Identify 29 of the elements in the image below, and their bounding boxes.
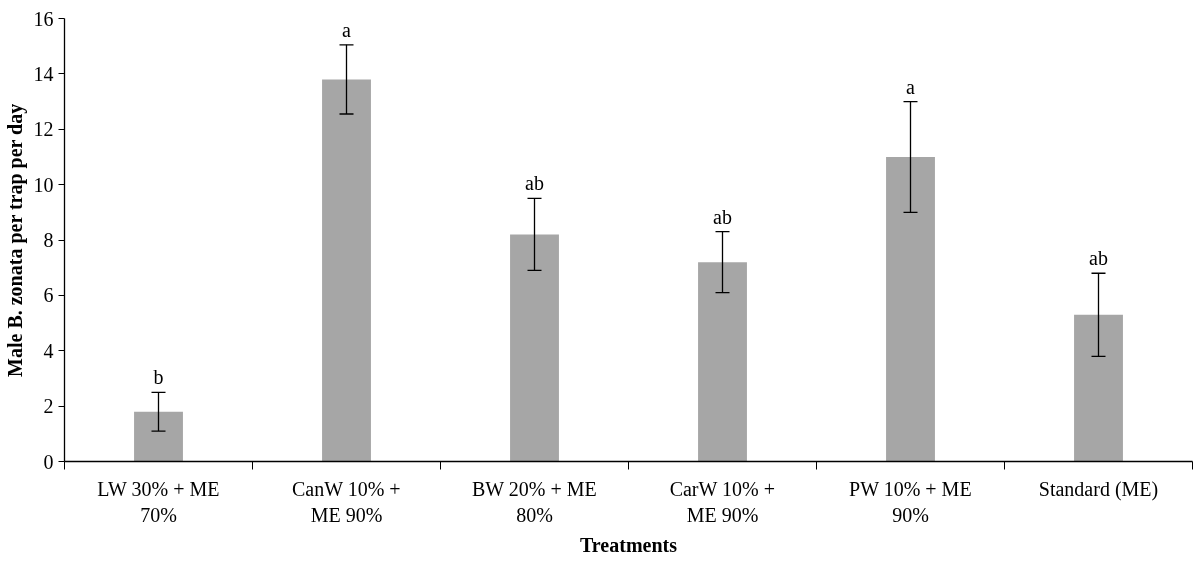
annotation: ab [713,205,732,228]
x-axis-title: Treatments [579,533,678,556]
x-tick-label: PW 10% + ME 90% [849,477,972,526]
bar [1074,314,1123,462]
y-tick-label: 16 [33,7,54,30]
x-tick-label: CarW 10% + ME 90% [669,477,775,526]
annotation: ab [525,172,544,195]
annotation: a [906,75,916,98]
x-tick-label: Standard (ME) [1038,477,1159,501]
bar [134,411,183,462]
y-tick-label: 12 [33,118,54,141]
annotation: a [342,18,352,41]
y-tick-label: 2 [43,395,54,418]
annotation: b [153,366,164,389]
bar [886,156,935,462]
x-tick-label: LW 30% + ME 70% [97,477,220,526]
bar [698,262,747,462]
y-tick-label: 14 [33,62,54,85]
y-tick-label: 6 [43,284,54,307]
y-tick-label: 0 [43,450,54,473]
y-tick-label: 4 [43,339,54,362]
bar [510,234,559,462]
y-tick-label: 10 [33,173,54,196]
x-tick-label: BW 20% + ME 80% [471,477,597,526]
bar [322,79,371,462]
x-tick-label: CanW 10% + ME 90% [291,477,401,526]
y-tick-label: 8 [43,229,54,251]
annotation: ab [1089,247,1108,270]
y-axis-title: Male B. zonata per trap per day [3,103,27,377]
